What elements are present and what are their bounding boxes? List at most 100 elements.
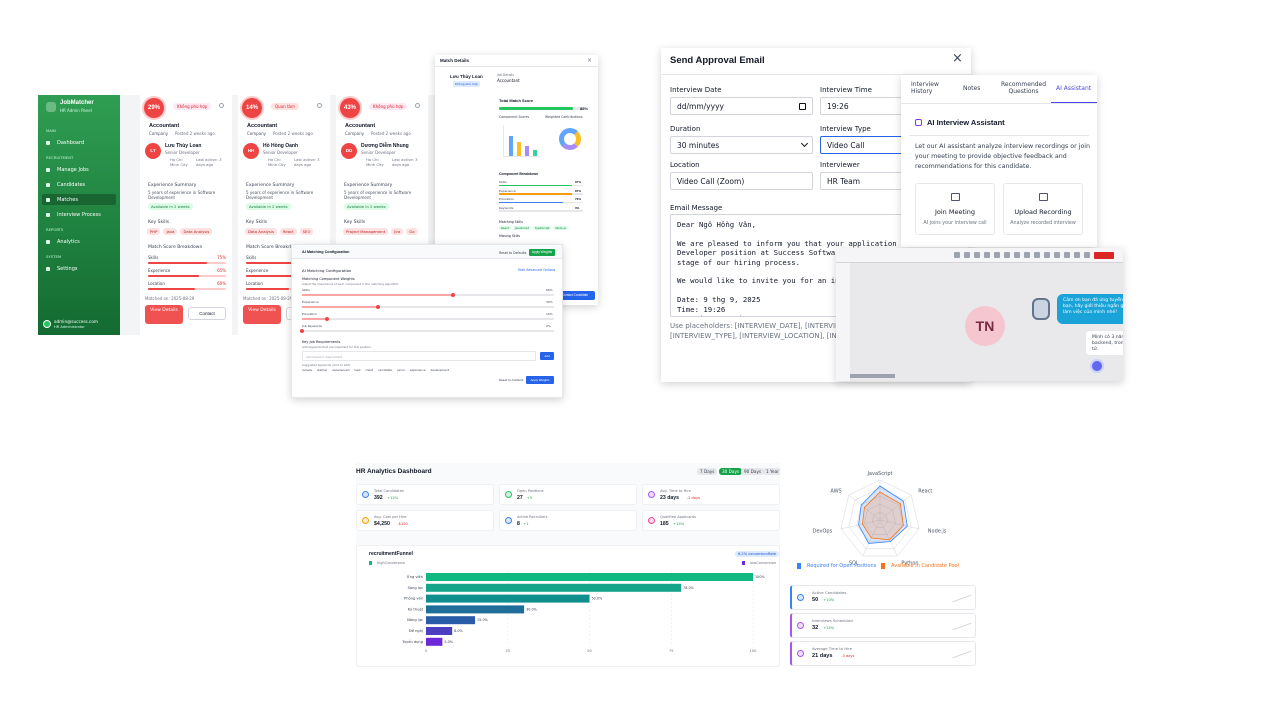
stat-label: Qualified Applicants (660, 515, 696, 519)
field-input[interactable]: 30 minutes (670, 136, 813, 154)
posted: Posted 2 weeks ago (273, 131, 313, 136)
nav-section: MAIN (46, 128, 56, 133)
nav-item[interactable]: Settings (42, 263, 116, 274)
option-title: Join Meeting (934, 208, 976, 216)
metric-change: +15% (823, 626, 835, 630)
keyword-chip[interactable]: lead (354, 368, 361, 372)
keyword-chip[interactable]: remote (302, 368, 313, 372)
range-button[interactable]: 1 Year (763, 468, 780, 475)
apply-bottom[interactable]: Apply Weights (526, 376, 554, 384)
favorite-icon (415, 103, 420, 108)
nav-item[interactable]: Matches (42, 194, 116, 205)
radar-spoke (879, 519, 920, 530)
message-textarea[interactable]: Dear Ngô Hồng Vân, We are pleased to info… (670, 214, 970, 317)
chart: JavaScript React Node.js Python SQL DevOps AWS (813, 471, 947, 566)
skill-list: Project Management Jira Go (343, 228, 418, 235)
message-line: We would like to invite you for an inter… (677, 276, 875, 286)
nav-item[interactable]: Dashboard (42, 137, 116, 148)
axis-label: DevOps (813, 528, 833, 534)
keyword-chip[interactable]: experience (409, 368, 426, 372)
contact-button[interactable]: Contact Candidate (555, 291, 595, 300)
field-label: Interview Type (820, 125, 871, 133)
nav-item[interactable]: Candidates (42, 179, 116, 190)
advanced-link[interactable]: Hide Advanced Options (518, 268, 556, 272)
stat-icon (505, 491, 512, 498)
radar-spoke (879, 519, 898, 557)
favorite-icon (317, 103, 322, 108)
category-label: Tuyển dụng (401, 639, 423, 644)
metric-label: Active Candidates (812, 590, 847, 595)
keyword-chip[interactable]: client (365, 368, 374, 372)
breakdown-label: Experience (148, 268, 171, 273)
slider-knob[interactable] (300, 328, 304, 333)
reset-link[interactable]: Reset to Defaults (499, 251, 527, 255)
add-button[interactable]: Add (540, 352, 554, 360)
candidate-badge: Không phù hợp (453, 81, 480, 87)
option-card[interactable]: Join Meeting AI joins your interview call (915, 183, 995, 235)
nav-label: Matches (57, 196, 78, 203)
metric-value: 32 (812, 625, 819, 631)
breakdown-label: Location (246, 281, 263, 286)
contact-button[interactable]: Contact (188, 307, 226, 320)
tab[interactable]: AI Assistant (1056, 85, 1092, 92)
keyword-chip[interactable]: experienced (332, 368, 350, 372)
message-label: Email Message (670, 204, 723, 212)
slider-track (302, 318, 554, 320)
stat-value: 27 (517, 495, 523, 501)
slider-knob[interactable] (451, 292, 456, 297)
field-input[interactable]: Video Call (Zoom) (670, 172, 813, 190)
value-label: 78.0% (683, 586, 695, 590)
chevron-icon (800, 139, 809, 148)
range-button[interactable]: 30 Days (719, 468, 743, 475)
mini-bar (525, 146, 529, 156)
tab[interactable]: Recommended Questions (1001, 81, 1047, 95)
reset-bottom[interactable]: Reset to Default (499, 378, 524, 382)
jobmatcher-app: JobMatcher HR Admin Panel MAIN Dashboard REC… (38, 95, 440, 335)
stat-icon (362, 491, 369, 498)
metric-icon (797, 650, 804, 657)
close-icon[interactable]: × (587, 57, 593, 64)
nav-item[interactable]: Manage Jobs (42, 164, 116, 175)
score-value: 88% (580, 106, 589, 111)
experience-heading: Experience Summary (246, 183, 295, 188)
slider-knob[interactable] (325, 316, 330, 321)
row-label: Keywords (499, 205, 514, 210)
status-tag: Quan tâm (271, 103, 299, 110)
radar-spoke (879, 494, 912, 521)
nav-item[interactable]: Analytics (42, 236, 116, 247)
tab[interactable]: Notes (963, 85, 981, 92)
keyword-chip[interactable]: startup (317, 368, 328, 372)
skill-chip: Java (163, 228, 178, 235)
assistant-desc: Let our AI assistant analyze interview r… (915, 143, 1091, 170)
field-value: HR Team (827, 177, 861, 186)
tab[interactable]: Interview History (911, 81, 939, 95)
breakdown-label: Location (148, 281, 165, 286)
field-input[interactable]: dd/mm/yyyy (670, 97, 813, 115)
breakdown-label: Skills (148, 255, 159, 260)
job-title: Accountant (149, 123, 180, 129)
field-value: dd/mm/yyyy (677, 102, 724, 111)
keyword-input[interactable]: Add keyword requirement (302, 351, 536, 361)
row-value: 87% (575, 188, 582, 193)
range-button[interactable]: 7 Days (697, 468, 718, 475)
nav-item[interactable]: Interview Process (42, 209, 116, 220)
ai-config-modal: AI Matching Configuration Reset to Defaul… (291, 244, 563, 398)
candidate-card: 29% Không phù hợp Accountant Company Posted … (140, 95, 232, 335)
analytics-dashboard: HR Analytics Dashboard 7 Days 30 Days 90 Da… (356, 463, 780, 667)
keyword-chip[interactable]: development (430, 368, 449, 372)
view-button[interactable]: View Details (243, 305, 281, 324)
apply-button[interactable]: Apply Weights (529, 249, 555, 256)
participant-avatar: TN (965, 306, 1005, 346)
field-label: Interview Date (670, 86, 722, 94)
slider-fill (302, 318, 328, 320)
close-icon[interactable]: × (952, 51, 963, 66)
dashboard-title: HR Analytics Dashboard (356, 468, 432, 475)
slider-knob[interactable] (375, 304, 380, 309)
nav-icon (46, 183, 50, 187)
keyword-chip[interactable]: junior (396, 368, 405, 372)
keyword-chip[interactable]: candidate (378, 368, 392, 372)
range-button[interactable]: 90 Days (741, 468, 765, 475)
view-button[interactable]: View Details (145, 305, 183, 324)
axis-label: Python (901, 560, 918, 566)
option-card[interactable]: Upload Recording Analyze recorded intervi… (1003, 183, 1083, 235)
